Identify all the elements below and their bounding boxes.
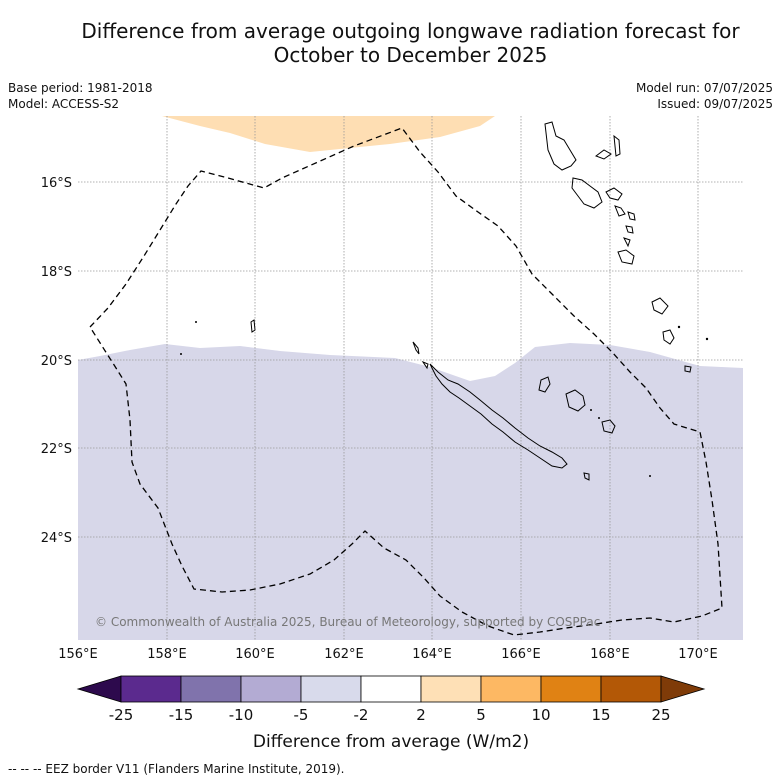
colorbar-bin xyxy=(420,675,482,703)
lon-label: 170°E xyxy=(678,647,718,662)
lat-labels: 16°S 18°S 20°S 22°S 24°S xyxy=(41,176,72,546)
map-title: Difference from average outgoing longwav… xyxy=(81,19,740,67)
colorbar-bin xyxy=(240,675,302,703)
colorbar-min-triangle xyxy=(76,675,122,703)
lat-label: 20°S xyxy=(41,354,72,369)
base-period: Base period: 1981-2018 xyxy=(8,81,153,95)
lat-label: 18°S xyxy=(41,265,72,280)
colorbar-tick: -25 xyxy=(109,706,134,724)
colorbar-title: Difference from average (W/m2) xyxy=(253,732,529,752)
colorbar-tick: 5 xyxy=(476,706,486,724)
model-run: Model run: 07/07/2025 xyxy=(635,81,773,95)
lon-label: 162°E xyxy=(324,647,364,662)
model-name: Model: ACCESS-S2 xyxy=(8,97,120,111)
colorbar-tick: -10 xyxy=(229,706,254,724)
eez-border xyxy=(89,127,723,636)
lon-labels: 156°E 158°E 160°E 162°E 164°E 166°E 168°… xyxy=(58,647,718,662)
colorbar-tick: 2 xyxy=(416,706,426,724)
colorbar-bin xyxy=(120,675,182,703)
lon-label: 160°E xyxy=(235,647,275,662)
colorbar-max-triangle xyxy=(660,675,706,703)
lon-label: 166°E xyxy=(501,647,541,662)
colorbar-bin xyxy=(300,675,362,703)
issued-date: Issued: 09/07/2025 xyxy=(657,97,773,111)
lon-label: 168°E xyxy=(590,647,630,662)
new-caledonia-coastline xyxy=(429,363,568,469)
positive-anomaly-region xyxy=(162,116,495,152)
lon-label: 156°E xyxy=(58,647,98,662)
colorbar-bin xyxy=(480,675,542,703)
colorbar-tick: -5 xyxy=(294,706,309,724)
colorbar-bin xyxy=(540,675,602,703)
vanuatu-coastline xyxy=(544,121,577,171)
lon-label: 158°E xyxy=(147,647,187,662)
loyalty-islands-coastline xyxy=(538,376,551,393)
colorbar-tick: -2 xyxy=(354,706,369,724)
copyright-text: © Commonwealth of Australia 2025, Bureau… xyxy=(95,615,600,629)
colorbar-bin xyxy=(360,675,422,703)
eez-legend: -- -- -- EEZ border V11 (Flanders Marine… xyxy=(8,762,345,776)
lat-label: 24°S xyxy=(41,531,72,546)
colorbar-ticks: -25 -15 -10 -5 -2 2 5 10 15 25 xyxy=(109,706,671,724)
colorbar xyxy=(76,675,706,703)
meta-right: Model run: 07/07/2025 Issued: 09/07/2025 xyxy=(636,80,773,112)
lat-label: 16°S xyxy=(41,176,72,191)
colorbar-tick: -15 xyxy=(169,706,194,724)
colorbar-tick: 25 xyxy=(651,706,670,724)
colorbar-bin xyxy=(180,675,242,703)
small-islands xyxy=(180,321,709,477)
colorbar-tick: 10 xyxy=(531,706,550,724)
meta-left: Base period: 1981-2018 Model: ACCESS-S2 xyxy=(8,80,153,112)
lat-label: 22°S xyxy=(41,442,72,457)
grid-lines xyxy=(78,116,743,640)
colorbar-tick: 15 xyxy=(591,706,610,724)
negative-anomaly-region xyxy=(78,343,743,640)
lon-label: 164°E xyxy=(412,647,452,662)
colorbar-bin xyxy=(600,675,662,703)
coastlines xyxy=(250,121,692,481)
